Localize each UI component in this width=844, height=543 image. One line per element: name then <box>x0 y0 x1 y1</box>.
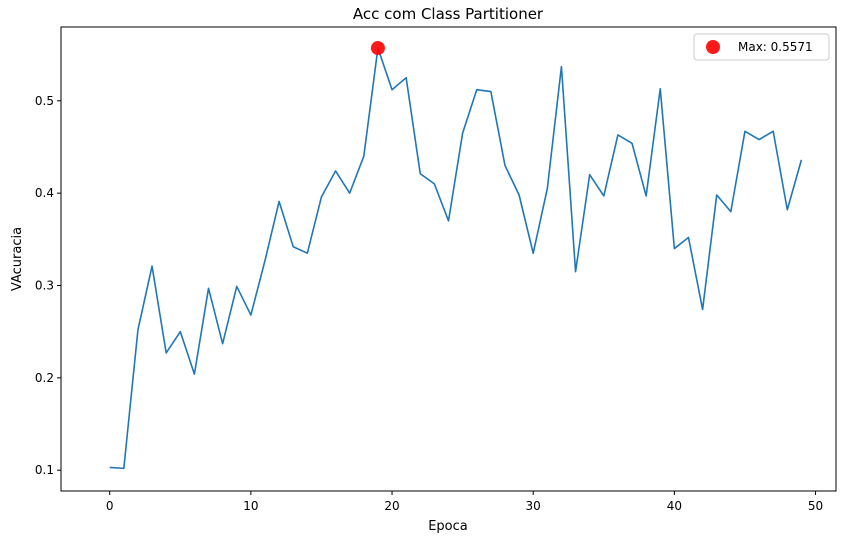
y-tick-label: 0.4 <box>35 186 54 200</box>
y-tick-label: 0.3 <box>35 279 54 293</box>
series-layer <box>109 41 803 470</box>
x-tick-label: 30 <box>526 499 541 513</box>
x-axis: 0 10 20 30 40 50 <box>106 491 823 513</box>
x-tick-label: 0 <box>106 499 114 513</box>
x-tick-label: 20 <box>384 499 399 513</box>
accuracy-line <box>109 47 803 470</box>
y-axis: 0.1 0.2 0.3 0.4 0.5 <box>35 94 61 477</box>
legend-box <box>693 33 830 61</box>
y-tick-label: 0.2 <box>35 371 54 385</box>
y-tick-label: 0.1 <box>35 463 54 477</box>
x-tick-label: 40 <box>667 499 682 513</box>
max-point-marker <box>370 41 385 56</box>
y-tick-label: 0.5 <box>35 94 54 108</box>
x-tick-label: 50 <box>808 499 823 513</box>
legend-label: Max: 0.5571 <box>738 40 813 54</box>
y-axis-label: VAcuracia <box>10 227 25 291</box>
legend: Max: 0.5571 <box>693 33 830 61</box>
chart-title: Acc com Class Partitioner <box>353 5 544 23</box>
x-tick-label: 10 <box>243 499 258 513</box>
x-axis-label: Epoca <box>428 519 468 534</box>
plot-area <box>60 26 837 492</box>
legend-marker <box>706 40 720 54</box>
